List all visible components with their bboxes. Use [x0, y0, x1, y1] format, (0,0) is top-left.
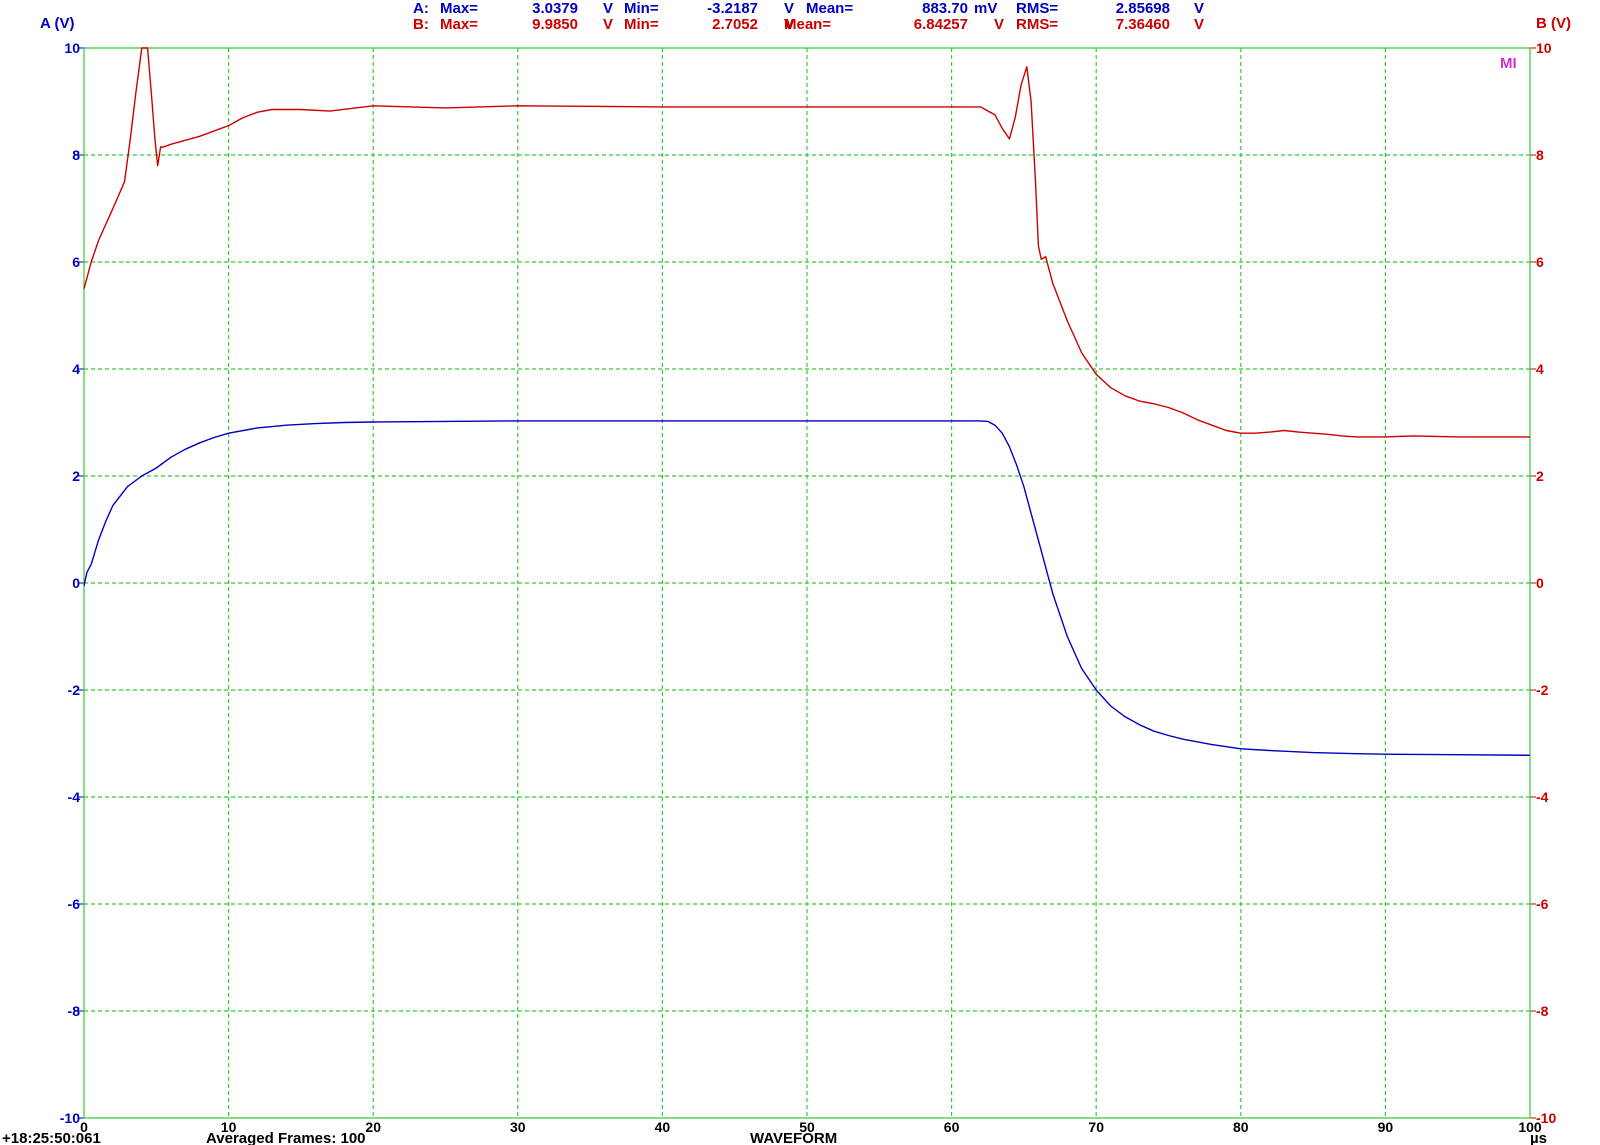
right-y-tick-label: -4: [1536, 789, 1549, 805]
stats-row-a: A: Max= 3.0379 V Min= -3.2187 V Mean= 88…: [413, 0, 1204, 17]
marker-label: MI: [1500, 55, 1517, 72]
left-axis-title: A (V): [40, 15, 74, 32]
stat-b-rms-label: RMS=: [1016, 16, 1058, 33]
stat-b-min-value: 2.7052: [712, 16, 758, 33]
x-tick-label: 100: [1518, 1119, 1542, 1135]
footer-timestamp: +18:25:50:061: [2, 1130, 101, 1145]
x-tick-label: 20: [365, 1119, 381, 1135]
tick-labels: 0 10 20 30 40 50 60 70 80 90 1001086420-2-4-6-8-10…: [60, 40, 1557, 1135]
stat-a-min-value: -3.2187: [707, 0, 758, 17]
right-y-tick-label: 4: [1536, 361, 1544, 377]
x-tick-label: 30: [510, 1119, 526, 1135]
stat-b-prefix: B:: [413, 16, 429, 33]
right-axis-title: B (V): [1536, 15, 1571, 32]
stat-a-max-value: 3.0379: [532, 0, 578, 17]
stat-b-min-label: Min=: [624, 16, 659, 33]
series-line-b: [83, 47, 1530, 438]
stat-b-max-unit: V: [603, 16, 613, 33]
right-y-tick-label: 2: [1536, 468, 1544, 484]
stat-a-mean-value: 883.70: [922, 0, 968, 17]
right-y-tick-label: 6: [1536, 254, 1544, 270]
left-y-tick-label: 0: [72, 575, 80, 591]
left-y-tick-label: -8: [68, 1003, 81, 1019]
right-y-tick-label: -10: [1536, 1110, 1556, 1126]
right-y-tick-label: 0: [1536, 575, 1544, 591]
stat-a-min-label: Min=: [624, 0, 659, 17]
right-y-tick-label: 8: [1536, 147, 1544, 163]
grid: [84, 48, 1530, 1118]
stat-b-mean-value: 6.84257: [914, 16, 968, 33]
series-line-a: [83, 420, 1531, 756]
x-tick-label: 60: [944, 1119, 960, 1135]
right-y-tick-label: 10: [1536, 40, 1552, 56]
right-y-tick-label: -6: [1536, 896, 1549, 912]
stat-a-max-label: Max=: [440, 0, 478, 17]
x-tick-label: 80: [1233, 1119, 1249, 1135]
stat-a-mean-unit: mV: [974, 0, 997, 17]
left-y-tick-label: -6: [68, 896, 81, 912]
stat-a-min-unit: V: [784, 0, 794, 17]
right-y-tick-label: -2: [1536, 682, 1549, 698]
x-tick-label: 90: [1378, 1119, 1394, 1135]
stat-b-max-label: Max=: [440, 16, 478, 33]
left-y-tick-label: -2: [68, 682, 81, 698]
stat-a-prefix: A:: [413, 0, 429, 17]
stat-b-max-value: 9.9850: [532, 16, 578, 33]
left-y-tick-label: 4: [72, 361, 80, 377]
x-axis-unit: µs: [1530, 1130, 1547, 1145]
x-tick-label: 50: [799, 1119, 815, 1135]
right-y-tick-label: -8: [1536, 1003, 1549, 1019]
left-y-tick-label: -4: [68, 789, 81, 805]
series-lines: [83, 47, 1531, 756]
x-tick-label: 40: [655, 1119, 671, 1135]
stat-a-mean-label: Mean=: [806, 0, 853, 17]
stat-b-min-unit: V: [784, 16, 794, 33]
x-tick-label: 0: [80, 1119, 88, 1135]
left-y-tick-label: 2: [72, 468, 80, 484]
stat-a-rms-label: RMS=: [1016, 0, 1058, 17]
stat-a-max-unit: V: [603, 0, 613, 17]
x-tick-label: 70: [1088, 1119, 1104, 1135]
stat-b-rms-value: 7.36460: [1116, 16, 1170, 33]
left-y-tick-label: 6: [72, 254, 80, 270]
stats-row-b: B: Max= 9.9850 V Min= 2.7052 V Mean= 6.8…: [413, 16, 1204, 33]
stat-a-rms-unit: V: [1194, 0, 1204, 17]
stat-b-mean-unit: V: [994, 16, 1004, 33]
footer-frames: Averaged Frames: 100: [206, 1130, 366, 1145]
left-y-tick-label: -10: [60, 1110, 80, 1126]
left-y-tick-label: 8: [72, 147, 80, 163]
footer-mode: WAVEFORM: [750, 1130, 837, 1145]
stat-b-mean-label: Mean=: [784, 16, 831, 33]
x-tick-label: 10: [221, 1119, 237, 1135]
left-y-tick-label: 10: [64, 40, 80, 56]
stat-b-rms-unit: V: [1194, 16, 1204, 33]
stat-a-rms-value: 2.85698: [1116, 0, 1170, 17]
